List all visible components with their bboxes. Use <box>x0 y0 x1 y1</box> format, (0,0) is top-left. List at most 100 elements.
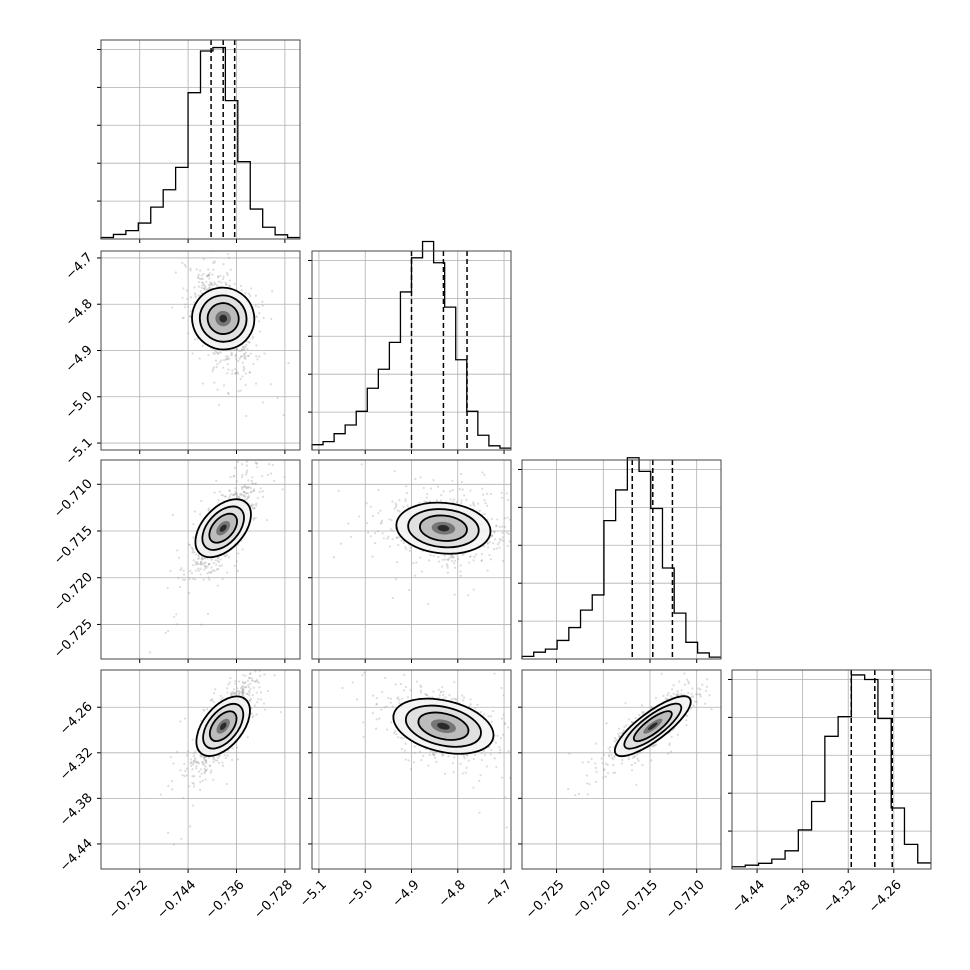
scatter-point <box>179 585 182 589</box>
scatter-point <box>210 282 213 285</box>
scatter-point <box>204 759 207 762</box>
scatter-point <box>236 569 239 572</box>
scatter-point <box>210 558 213 561</box>
scatter-point <box>218 361 221 364</box>
scatter-point <box>247 683 250 686</box>
scatter-point <box>240 691 243 695</box>
scatter-point <box>205 769 208 772</box>
scatter-point <box>206 247 208 249</box>
scatter-point <box>425 693 428 697</box>
scatter-point <box>253 489 256 492</box>
scatter-point <box>244 473 248 476</box>
scatter-point <box>406 696 410 699</box>
scatter-point <box>251 476 254 479</box>
scatter-point <box>257 697 260 701</box>
density-peak <box>219 314 228 323</box>
scatter-point <box>197 294 200 297</box>
scatter-point <box>486 492 489 495</box>
scatter-point <box>245 685 248 688</box>
scatter-point <box>188 314 192 318</box>
scatter-point <box>181 261 184 264</box>
scatter-point <box>506 726 510 729</box>
scatter-point <box>210 570 213 574</box>
scatter-point <box>226 357 229 360</box>
scatter-point <box>432 479 435 482</box>
scatter-point <box>501 717 504 720</box>
scatter-point <box>394 683 397 686</box>
scatter-point <box>206 274 209 277</box>
scatter-point <box>250 712 253 715</box>
scatter-point <box>169 569 172 573</box>
scatter-point <box>444 558 447 561</box>
scatter-point <box>241 691 244 694</box>
scatter-point <box>245 492 248 495</box>
scatter-point <box>515 807 517 809</box>
scatter-point <box>419 556 422 559</box>
scatter-point <box>192 564 195 567</box>
scatter-point <box>451 556 454 559</box>
density-layer <box>171 247 290 418</box>
scatter-point <box>498 525 501 528</box>
scatter-point <box>465 766 468 769</box>
scatter-point <box>221 578 224 581</box>
scatter-point <box>208 283 211 286</box>
scatter-point <box>244 383 247 387</box>
scatter-point <box>174 271 177 274</box>
scatter-point <box>202 287 205 290</box>
scatter-point <box>517 504 519 506</box>
scatter-point <box>217 761 221 765</box>
scatter-point <box>252 517 255 520</box>
scatter-point <box>183 762 186 766</box>
scatter-point <box>424 500 427 504</box>
scatter-point <box>481 487 484 490</box>
scatter-point <box>203 565 206 568</box>
scatter-point <box>203 562 206 565</box>
histogram-bin <box>263 227 275 239</box>
scatter-point <box>243 682 247 685</box>
scatter-point <box>241 693 244 696</box>
scatter-point <box>222 277 225 281</box>
scatter-point <box>499 737 503 740</box>
scatter-point <box>197 554 200 558</box>
histogram-bin <box>367 388 378 450</box>
scatter-point <box>198 513 202 516</box>
scatter-point <box>491 534 494 538</box>
scatter-point <box>435 760 438 764</box>
scatter-point <box>209 281 212 284</box>
scatter-point <box>449 498 452 501</box>
scatter-point <box>259 698 263 701</box>
scatter-point <box>404 500 407 503</box>
scatter-point <box>432 750 435 753</box>
scatter-point <box>217 561 220 564</box>
scatter-point <box>254 461 257 464</box>
scatter-point <box>259 691 263 694</box>
axes-frame <box>521 459 722 660</box>
scatter-point <box>244 357 247 360</box>
scatter-point <box>194 295 197 299</box>
scatter-point <box>245 469 249 472</box>
scatter-point <box>199 788 202 791</box>
scatter-point <box>240 475 244 479</box>
scatter-point <box>240 493 244 497</box>
scatter-point <box>402 541 405 544</box>
scatter-point <box>234 371 237 375</box>
scatter-point <box>189 269 192 272</box>
scatter-point <box>241 685 244 688</box>
scatter-point <box>493 538 497 541</box>
scatter-point <box>207 563 211 566</box>
scatter-point <box>500 776 504 779</box>
scatter-point <box>233 494 236 497</box>
scatter-point <box>215 479 218 482</box>
scatter-point <box>480 559 484 562</box>
scatter-point <box>404 758 407 761</box>
scatter-point <box>391 537 394 541</box>
scatter-point <box>201 779 204 782</box>
scatter-point <box>251 679 254 682</box>
scatter-point <box>242 692 245 695</box>
scatter-point <box>201 277 204 280</box>
scatter-point <box>494 741 498 744</box>
histogram-bin <box>616 490 628 659</box>
scatter-point <box>204 561 207 564</box>
scatter-point <box>194 757 197 760</box>
scatter-point <box>387 535 390 538</box>
